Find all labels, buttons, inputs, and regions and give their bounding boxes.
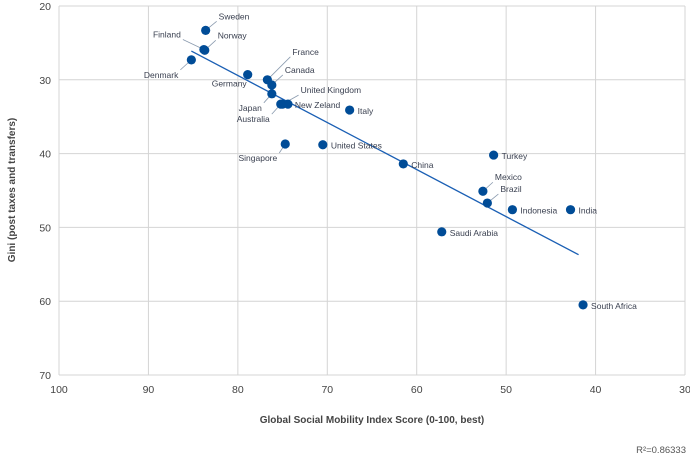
- data-point: [200, 45, 210, 55]
- data-point: [489, 150, 499, 160]
- point-label: United Kingdom: [301, 85, 361, 95]
- x-tick-label: 90: [143, 384, 155, 396]
- data-point: [482, 198, 492, 208]
- point-label: Indonesia: [520, 206, 557, 216]
- point-label: Denmark: [144, 70, 179, 80]
- y-tick-label: 50: [39, 222, 51, 234]
- point-label: Canada: [285, 65, 315, 75]
- data-point: [186, 55, 196, 65]
- data-point: [283, 99, 293, 109]
- data-point: [201, 25, 211, 35]
- point-label: Australia: [237, 114, 270, 124]
- x-tick-label: 30: [679, 384, 690, 396]
- x-tick-label: 60: [411, 384, 423, 396]
- point-label: Saudi Arabia: [450, 228, 498, 238]
- point-label: Norway: [218, 30, 248, 40]
- point-label: Japan: [239, 103, 262, 113]
- x-tick-label: 80: [232, 384, 244, 396]
- point-label: Singapore: [238, 153, 277, 163]
- data-point: [565, 205, 576, 215]
- point-label: Turkey: [502, 151, 528, 161]
- point-label: France: [292, 47, 319, 57]
- point-label: India: [579, 206, 598, 216]
- data-point: [345, 105, 355, 115]
- y-tick-label: 40: [39, 149, 51, 161]
- leader-lines: [180, 21, 499, 204]
- data-point: [398, 159, 408, 169]
- data-point: [276, 99, 286, 109]
- point-label: Germany: [212, 79, 248, 89]
- x-axis-ticks: 100 90 80 70 60 50 40 30: [50, 384, 690, 396]
- x-tick-label: 40: [590, 384, 602, 396]
- r-squared-annotation: R²=0.86333: [636, 445, 686, 456]
- point-label: New Zeland: [295, 100, 341, 110]
- data-point: [478, 186, 488, 196]
- point-label: Italy: [358, 106, 374, 116]
- y-tick-label: 30: [39, 75, 51, 87]
- data-point: [280, 139, 290, 149]
- y-axis-ticks: 20 30 40 50 60 70: [39, 1, 51, 382]
- y-tick-label: 20: [39, 1, 51, 13]
- point-label: South Africa: [591, 301, 637, 311]
- data-point: [318, 140, 328, 150]
- point-label: Finland: [153, 30, 181, 40]
- point-label: China: [411, 160, 433, 170]
- trendline: [191, 50, 579, 256]
- x-tick-label: 100: [50, 384, 68, 396]
- grid: [58, 5, 686, 376]
- point-label: United States: [331, 141, 382, 151]
- x-axis-title: Global Social Mobility Index Score (0-10…: [260, 415, 485, 426]
- data-point: [437, 227, 447, 237]
- data-point: [267, 89, 277, 99]
- data-points: [186, 25, 588, 310]
- data-point: [507, 205, 518, 215]
- leader-line: [267, 56, 291, 81]
- x-tick-label: 70: [321, 384, 333, 396]
- data-point: [267, 80, 277, 90]
- data-point: [578, 300, 588, 310]
- point-labels: Sweden Finland Norway Denmark Germany France C…: [144, 11, 637, 311]
- y-tick-label: 60: [39, 296, 51, 308]
- x-tick-label: 50: [500, 384, 512, 396]
- data-point: [243, 70, 253, 80]
- point-label: Sweden: [219, 11, 250, 21]
- point-label: Brazil: [500, 184, 521, 194]
- point-label: Mexico: [495, 172, 522, 182]
- y-tick-label: 70: [39, 370, 51, 382]
- y-axis-title: Gini (post taxes and transfers): [7, 118, 18, 262]
